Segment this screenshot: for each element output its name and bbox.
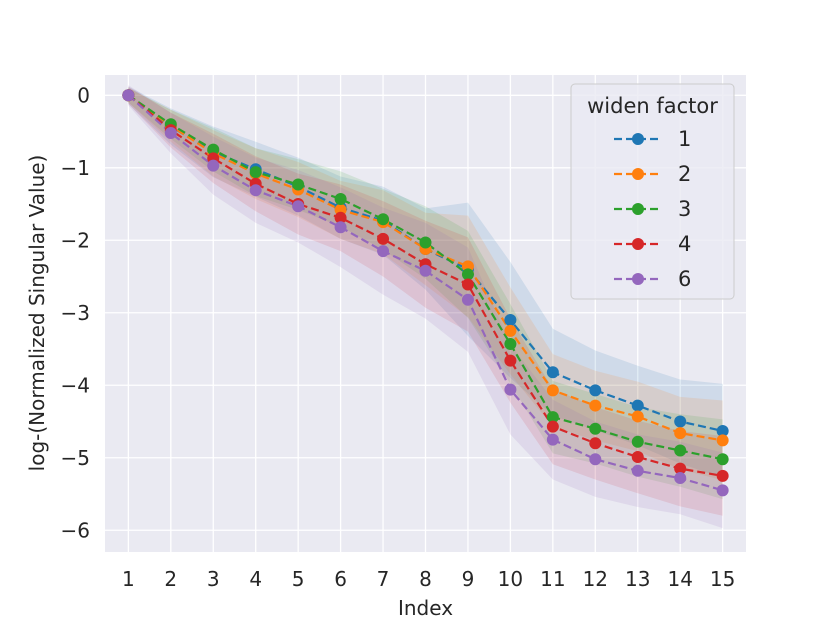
point-series-6 (164, 126, 177, 139)
x-tick-label: 14 (667, 567, 692, 591)
point-series-6 (546, 433, 559, 446)
y-tick-label: 0 (77, 83, 90, 107)
point-series-1 (674, 415, 687, 428)
point-series-3 (674, 444, 687, 457)
y-tick-label: −2 (61, 228, 90, 252)
point-series-6 (249, 184, 262, 197)
point-series-4 (546, 420, 559, 433)
point-series-6 (504, 383, 517, 396)
point-series-3 (419, 236, 432, 249)
y-tick-label: −5 (61, 446, 90, 470)
point-series-6 (674, 472, 687, 485)
point-series-2 (546, 384, 559, 397)
legend-marker-4 (632, 238, 644, 250)
x-tick-label: 8 (419, 567, 432, 591)
point-series-1 (546, 366, 559, 379)
x-tick-label: 7 (377, 567, 390, 591)
point-series-4 (334, 211, 347, 224)
legend-label-6: 6 (678, 267, 691, 291)
legend-marker-3 (632, 203, 644, 215)
point-series-2 (631, 410, 644, 423)
point-series-6 (631, 464, 644, 477)
x-tick-label: 13 (625, 567, 650, 591)
point-series-3 (292, 178, 305, 191)
line-series-6 (127, 94, 723, 492)
line-series-3 (127, 94, 723, 461)
x-tick-label: 3 (207, 567, 220, 591)
point-series-6 (122, 89, 135, 102)
legend-label-2: 2 (678, 162, 691, 186)
x-tick-label: 2 (164, 567, 177, 591)
point-series-1 (504, 314, 517, 327)
point-series-3 (504, 337, 517, 350)
x-tick-label: 6 (334, 567, 347, 591)
point-series-6 (716, 484, 729, 497)
y-tick-label: −1 (61, 156, 90, 180)
y-axis-label: log-(Normalized Singular Value) (25, 155, 49, 472)
point-series-4 (631, 451, 644, 464)
x-tick-label: 11 (540, 567, 565, 591)
x-axis-label: Index (398, 596, 453, 620)
point-series-3 (589, 422, 602, 435)
legend-items: 1 2 3 4 6 (614, 127, 691, 291)
legend-title: widen factor (587, 94, 718, 118)
point-series-3 (249, 166, 262, 179)
x-tick-label: 10 (498, 567, 523, 591)
point-series-3 (631, 435, 644, 448)
y-tick-label: −6 (61, 518, 90, 542)
point-series-4 (674, 462, 687, 475)
legend: widen factor 1 2 3 4 6 (570, 83, 735, 300)
x-tick-label: 1 (122, 567, 135, 591)
x-tick-label: 4 (249, 567, 262, 591)
point-series-6 (419, 264, 432, 277)
legend-label-3: 3 (678, 197, 691, 221)
band-series-3 (128, 88, 723, 500)
band-series-4 (128, 86, 723, 516)
point-series-3 (334, 192, 347, 205)
point-series-2 (716, 434, 729, 447)
point-series-6 (377, 245, 390, 258)
x-tick-labels: 1 2 3 4 5 6 7 8 9 10 11 12 13 14 15 (122, 567, 735, 591)
point-series-1 (716, 424, 729, 437)
point-series-4 (461, 278, 474, 291)
legend-box (570, 83, 735, 300)
point-series-6 (207, 159, 220, 172)
point-series-4 (716, 469, 729, 482)
point-series-1 (589, 384, 602, 397)
point-series-2 (589, 399, 602, 412)
point-series-4 (589, 437, 602, 450)
legend-marker-6 (632, 273, 644, 285)
series-markers (122, 89, 729, 497)
band-series-6 (128, 85, 723, 529)
x-tick-label: 15 (710, 567, 735, 591)
point-series-6 (292, 200, 305, 213)
point-series-2 (674, 427, 687, 440)
point-series-4 (504, 354, 517, 367)
point-series-1 (631, 399, 644, 412)
point-series-2 (504, 324, 517, 337)
x-tick-label: 5 (292, 567, 305, 591)
point-series-6 (461, 293, 474, 306)
y-tick-label: −4 (61, 373, 90, 397)
point-series-4 (377, 232, 390, 245)
y-tick-labels: 0 −1 −2 −3 −4 −5 −6 (61, 83, 90, 542)
point-series-3 (461, 268, 474, 281)
point-series-3 (546, 411, 559, 424)
x-tick-label: 9 (462, 567, 475, 591)
legend-marker-1 (632, 133, 644, 145)
legend-marker-2 (632, 168, 644, 180)
point-series-6 (334, 221, 347, 234)
point-series-6 (589, 453, 602, 466)
point-series-3 (377, 213, 390, 226)
y-tick-label: −3 (61, 301, 90, 325)
legend-label-4: 4 (678, 232, 691, 256)
point-series-3 (716, 453, 729, 466)
band-series-1 (128, 86, 723, 479)
point-series-3 (207, 143, 220, 156)
legend-label-1: 1 (678, 127, 691, 151)
x-tick-label: 12 (583, 567, 608, 591)
